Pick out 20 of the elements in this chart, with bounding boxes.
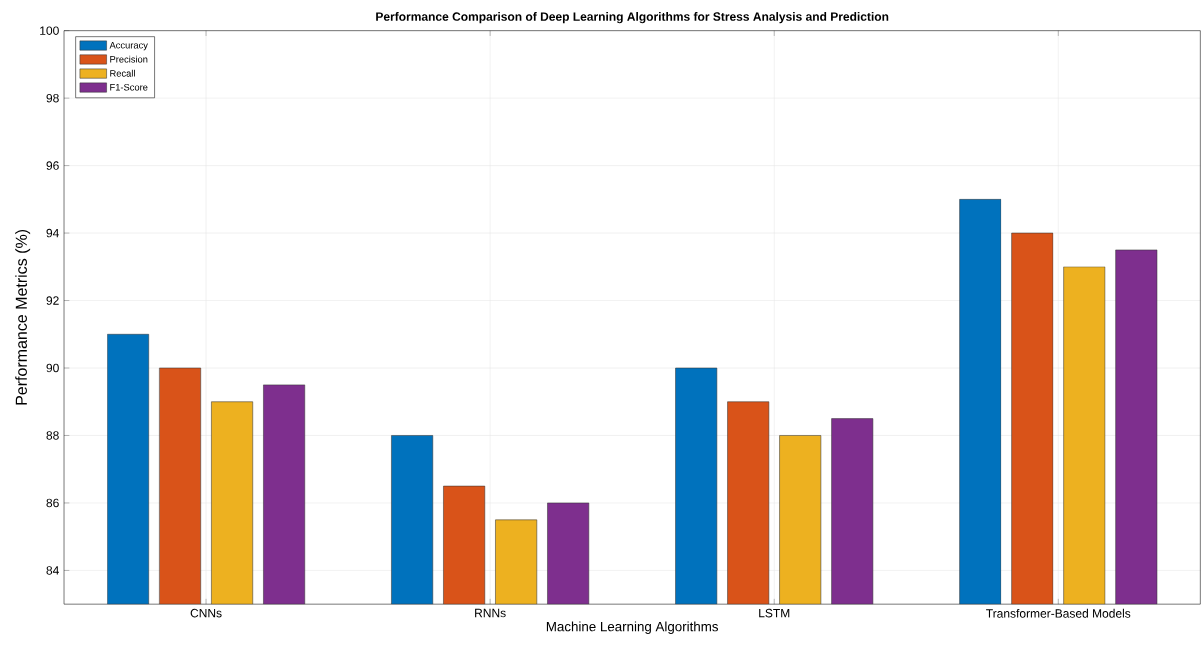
y-axis-title: Performance Metrics (%): [15, 229, 31, 405]
y-tick-label: 90: [46, 363, 59, 373]
y-tick-label: 92: [46, 296, 59, 305]
y-tick-label: 94: [46, 228, 59, 238]
x-axis-title: Machine Learning Algorithms: [546, 621, 719, 634]
y-tick-label: 100: [40, 26, 59, 35]
y-tick-label: 98: [46, 93, 59, 103]
x-tick-label: RNNs: [475, 608, 506, 618]
y-tick-label: 84: [46, 566, 59, 575]
x-tick-label: LSTM: [759, 608, 790, 618]
legend-label: Recall: [110, 69, 135, 77]
y-tick-label: 88: [46, 431, 59, 440]
legend-label: Accuracy: [109, 41, 148, 51]
y-tick-label: 96: [46, 161, 59, 170]
x-tick-label: CNNs: [190, 608, 222, 618]
chart-title: Performance Comparison of Deep Learning Algorithms for Stress Analysis and Prediction: [376, 11, 889, 24]
legend-label: F1-Score: [110, 83, 148, 91]
y-tick-label: 86: [46, 498, 59, 508]
legend-label: Precision: [110, 55, 148, 63]
x-tick-label: Transformer-Based Models: [986, 608, 1131, 618]
